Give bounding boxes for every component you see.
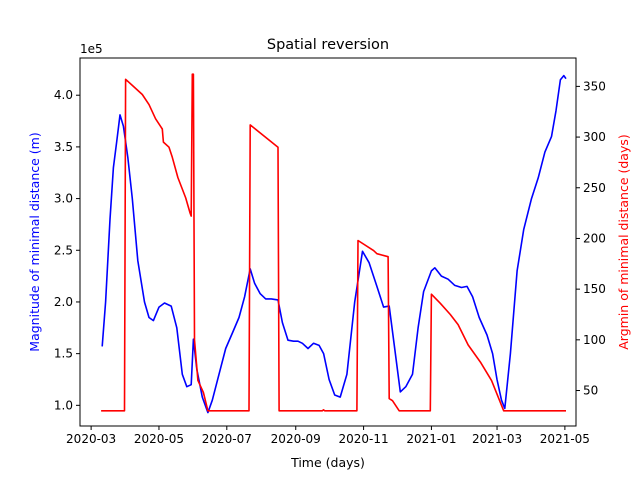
y-right-tick-label: 50 (583, 384, 598, 398)
y-left-offset-text: 1e5 (80, 42, 103, 56)
y-left-tick-label: 3.5 (54, 140, 73, 154)
y-left-axis-label: Magnitude of minimal distance (m) (27, 132, 42, 351)
y-right-tick-label: 150 (583, 282, 606, 296)
y-right-tick-label: 300 (583, 130, 606, 144)
y-right-tick-label: 250 (583, 181, 606, 195)
x-axis-label: Time (days) (290, 455, 365, 470)
y-left-tick-label: 1.0 (54, 398, 73, 412)
chart-title: Spatial reversion (267, 37, 389, 53)
y-right-tick-label: 200 (583, 231, 606, 245)
plot-lines (101, 73, 567, 414)
y-left-tick-label: 3.0 (54, 192, 73, 206)
x-tick-label: 2021-05 (540, 432, 590, 446)
y-right-tick-label: 350 (583, 79, 606, 93)
distance-argmin-line (101, 73, 566, 412)
y-right-tick-label: 100 (583, 333, 606, 347)
x-tick-label: 2021-01 (406, 432, 456, 446)
x-tick-label: 2021-03 (472, 432, 522, 446)
x-tick-label: 2020-11 (339, 432, 389, 446)
y-left-tick-label: 1.5 (54, 347, 73, 361)
y-right-axis-label: Argmin of minimal distance (days) (616, 134, 631, 350)
x-axis-ticks: 2020-03 2020-05 2020-07 2020-09 2020-11 2021-… (66, 426, 590, 446)
x-tick-label: 2020-07 (202, 432, 252, 446)
y-left-tick-label: 2.0 (54, 295, 73, 309)
y-left-tick-label: 2.5 (54, 243, 73, 257)
right-y-axis-ticks: 50 100 150 200 250 300 350 (576, 79, 606, 398)
left-y-axis-ticks: 1.0 1.5 2.0 2.5 3.0 3.5 4.0 (54, 88, 80, 412)
x-tick-label: 2020-09 (271, 432, 321, 446)
x-tick-label: 2020-05 (134, 432, 184, 446)
y-left-tick-label: 4.0 (54, 88, 73, 102)
x-tick-label: 2020-03 (66, 432, 116, 446)
axes-frame (79, 57, 577, 427)
distance-magnitude-line (101, 74, 567, 414)
